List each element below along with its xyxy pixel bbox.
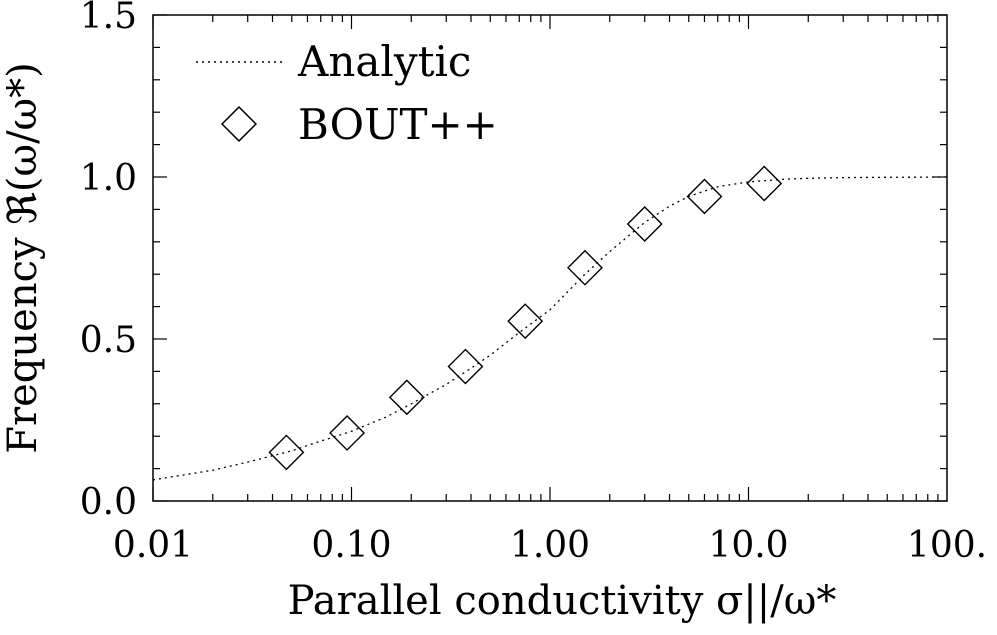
x-tick-label: 1.00: [510, 525, 590, 566]
bout-data-point: [507, 303, 544, 340]
analytic-curve: [152, 176, 948, 481]
y-tick-label: 0.5: [80, 320, 137, 361]
x-tick-label: 0.01: [113, 525, 193, 566]
x-tick-label: 10.0: [708, 525, 788, 566]
y-tick-label: 1.5: [80, 0, 137, 37]
plot-area-frame: [152, 14, 948, 502]
y-tick-label: 0.0: [80, 482, 137, 523]
bout-data-point: [566, 249, 603, 286]
y-tick-label: 1.0: [80, 158, 137, 199]
legend-analytic-label: Analytic: [297, 37, 471, 86]
x-tick-label: 0.10: [311, 525, 391, 566]
bout-data-point: [388, 379, 425, 416]
bout-data-point: [268, 434, 305, 471]
bout-data-point: [329, 414, 366, 451]
legend: Analytic BOUT++: [196, 37, 498, 149]
x-tick-labels: 0.01 0.10 1.00 10.0 100.: [113, 525, 987, 566]
x-tick-label: 100.: [907, 525, 987, 566]
bout-data-point: [746, 165, 783, 202]
axis-ticks: [152, 14, 947, 502]
bout-data-point: [447, 348, 484, 385]
legend-bout-swatch: [220, 105, 258, 143]
y-tick-labels: 0.0 0.5 1.0 1.5: [80, 0, 137, 523]
x-axis-title: Parallel conductivity σ||/ω*: [288, 578, 837, 624]
series-layer: [152, 165, 948, 481]
bout-data-point: [626, 206, 663, 242]
y-axis-title: Frequency ℜ(ω/ω*): [0, 62, 46, 454]
bout-data-point: [686, 178, 723, 215]
legend-bout-label: BOUT++: [298, 100, 498, 149]
